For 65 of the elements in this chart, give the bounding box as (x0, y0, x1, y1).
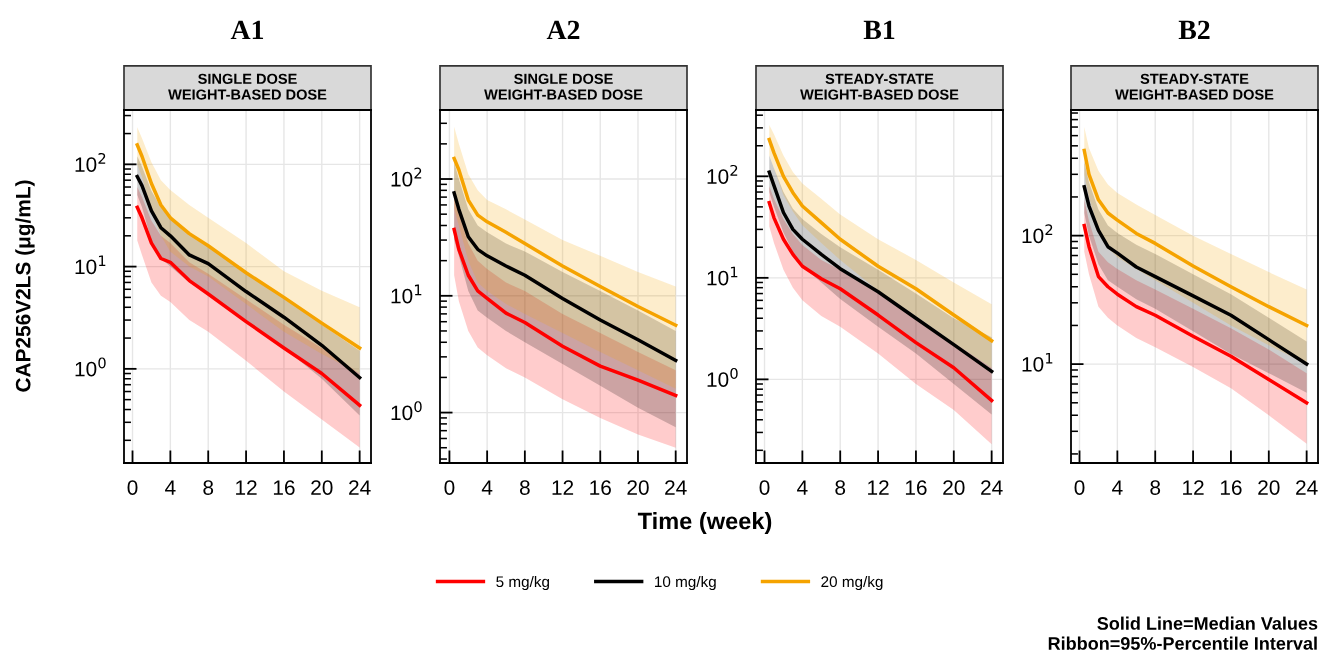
x-tick-label: 20 (627, 480, 649, 495)
text: Ribbon=95%-Percentile Interval (1048, 636, 1317, 650)
x-tick-label: 4 (1112, 480, 1123, 495)
y-tick-label: 10$^{2}$ (75, 152, 106, 172)
x-tick-label: 24 (349, 480, 371, 495)
x-tick-label: 20 (1258, 480, 1280, 495)
y-tick-label: 10$^{1}$ (1022, 352, 1053, 372)
x-tick-label: 8 (1150, 480, 1161, 495)
x-tick-label: 16 (273, 480, 295, 495)
legend-label: 5 mg/kg (496, 575, 549, 591)
x-tick-label: 4 (165, 480, 176, 495)
x-tick-label: 24 (1296, 480, 1318, 495)
x-tick-label: 24 (665, 480, 687, 495)
line-series (1082, 223, 1309, 405)
y-tick-label: 10$^{2}$ (391, 167, 422, 187)
line-series (452, 156, 678, 327)
chart-subtitle: STEADY-STATE WEIGHT-BASED DOSE (800, 73, 959, 100)
x-tick-label: 8 (519, 480, 530, 495)
x-axis-title: Time (week) (637, 511, 772, 534)
x-tick-label: 4 (797, 480, 808, 495)
y-axis-title: CAP256V2LS (μg/mL) (15, 180, 35, 392)
x-tick-label: 0 (759, 480, 770, 495)
y-tick-label: 10$^{0}$ (707, 367, 738, 387)
x-tick-label: 12 (552, 480, 574, 495)
line-series (1082, 148, 1309, 328)
x-tick-label: 8 (203, 480, 214, 495)
y-tick-label: 10$^{0}$ (75, 357, 106, 377)
x-tick-label: 24 (981, 480, 1003, 495)
y-tick-label: 10$^{1}$ (391, 284, 422, 304)
chart-subtitle: SINGLE DOSE WEIGHT-BASED DOSE (168, 73, 327, 100)
x-tick-label: 8 (835, 480, 846, 495)
chart-subtitle: STEADY-STATE WEIGHT-BASED DOSE (1115, 73, 1274, 100)
legend-label: 20 mg/kg (821, 575, 883, 591)
x-tick-label: 0 (1074, 480, 1085, 495)
x-tick-label: 0 (444, 480, 455, 495)
chart-subtitle: SINGLE DOSE WEIGHT-BASED DOSE (484, 73, 643, 100)
x-tick-label: 12 (1183, 480, 1204, 495)
line-series (452, 191, 678, 363)
x-tick-label: 12 (236, 480, 257, 495)
line-series (452, 227, 678, 398)
y-tick-label: 10$^{2}$ (707, 164, 738, 184)
x-tick-label: 20 (311, 480, 333, 495)
legend-label: 10 mg/kg (655, 575, 716, 591)
x-tick-label: 4 (481, 480, 493, 495)
line-series (135, 205, 362, 408)
y-tick-label: 10$^{1}$ (707, 266, 738, 286)
line-series (135, 174, 362, 380)
x-tick-label: 16 (590, 480, 611, 495)
x-tick-label: 16 (905, 480, 927, 495)
text: Solid Line=Median Values (1097, 616, 1318, 630)
line-series (767, 200, 994, 403)
chart-title: A1 (230, 20, 264, 40)
chart-title: A2 (546, 20, 580, 40)
x-tick-label: 20 (943, 480, 965, 495)
line-series (767, 137, 994, 343)
x-tick-label: 0 (127, 480, 138, 495)
line-series (135, 143, 362, 350)
y-tick-label: 10$^{1}$ (75, 255, 106, 275)
x-tick-label: 16 (1220, 480, 1242, 495)
line-series (1082, 185, 1309, 366)
y-tick-label: 10$^{0}$ (391, 401, 422, 421)
y-tick-label: 10$^{2}$ (1022, 224, 1053, 244)
chart-title: B1 (863, 20, 895, 40)
x-tick-label: 12 (868, 480, 889, 495)
chart-title: B2 (1178, 20, 1210, 40)
